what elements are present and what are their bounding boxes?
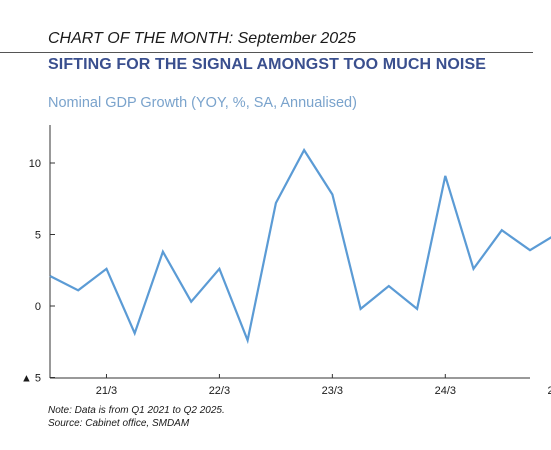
top-divider xyxy=(0,52,533,53)
y-tick-label: 5 xyxy=(35,230,41,242)
source-note: Source: Cabinet office, SMDAM xyxy=(48,418,190,429)
chart-notes: Note: Data is from Q1 2021 to Q2 2025. S… xyxy=(48,404,225,430)
y-tick-label: 10 xyxy=(29,158,41,170)
x-tick-label: 22/3 xyxy=(209,385,230,397)
chart-axes xyxy=(49,125,530,379)
x-tick-label: 21/3 xyxy=(96,385,117,397)
chart-tick-labels: 10 5 0 ▲ 5 21/3 22/3 23/3 24/3 25/3 xyxy=(21,158,551,397)
chart-kicker: CHART OF THE MONTH: September 2025 xyxy=(48,30,356,47)
chart-series xyxy=(49,147,551,345)
chart-headline: SIFTING FOR THE SIGNAL AMONGST TOO MUCH … xyxy=(48,56,486,73)
x-tick-label: 24/3 xyxy=(435,385,456,397)
x-tick-label: 23/3 xyxy=(322,385,343,397)
y-tick-label: ▲ 5 xyxy=(21,373,41,385)
gdp-growth-line xyxy=(49,147,551,345)
chart-title: Nominal GDP Growth (YOY, %, SA, Annualis… xyxy=(48,95,357,111)
x-tick-label: 25/3 xyxy=(548,385,551,397)
y-tick-label: 0 xyxy=(35,301,41,313)
data-note: Note: Data is from Q1 2021 to Q2 2025. xyxy=(48,405,225,416)
